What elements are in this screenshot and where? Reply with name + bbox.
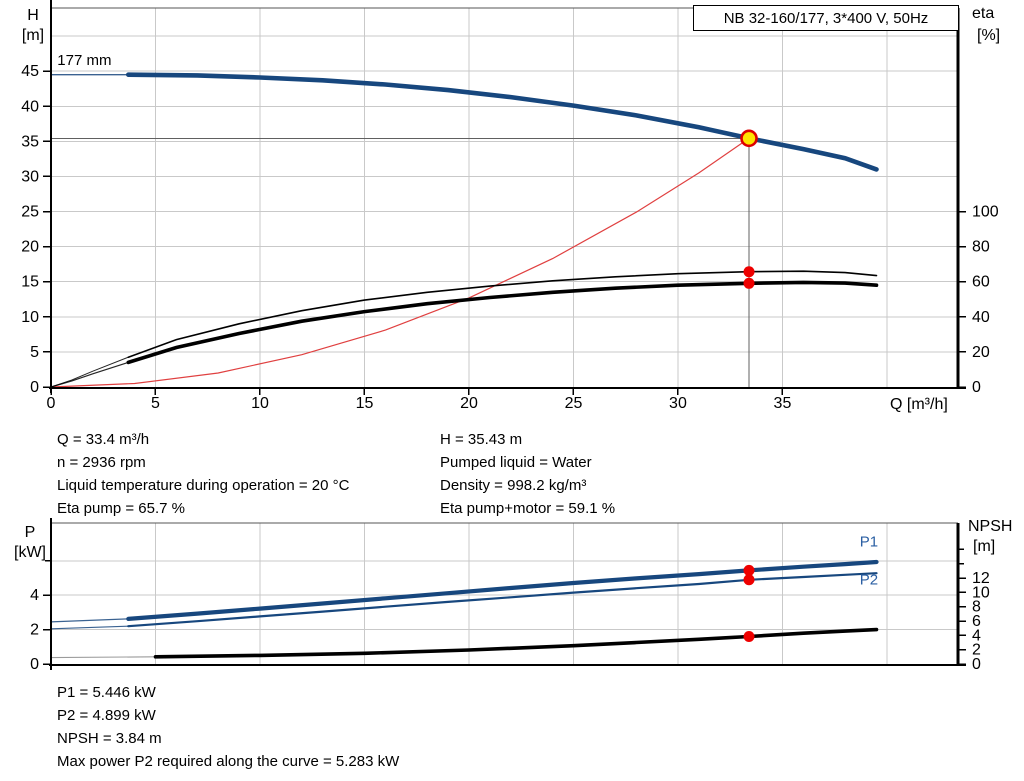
left-axis-title: H bbox=[27, 7, 39, 24]
left-tick-label: 15 bbox=[21, 274, 39, 291]
annotation-head: H = 35.43 m bbox=[440, 431, 523, 448]
x-tick-label: 15 bbox=[356, 395, 374, 412]
right-axis-title: NPSH bbox=[968, 518, 1012, 535]
annotation-speed: n = 2936 rpm bbox=[57, 454, 146, 471]
left-tick-label: 35 bbox=[21, 133, 39, 150]
p2-curve-label: P2 bbox=[860, 571, 878, 588]
x-tick-label: 25 bbox=[565, 395, 583, 412]
right-tick-label: 10 bbox=[972, 584, 990, 601]
left-tick-label: 40 bbox=[21, 98, 39, 115]
npsh-curve-lead bbox=[50, 656, 156, 659]
right-tick-label: 8 bbox=[972, 599, 981, 616]
head-curve-177mm bbox=[126, 72, 879, 172]
left-tick-label: 30 bbox=[21, 168, 39, 185]
annotation-density: Density = 998.2 kg/m³ bbox=[440, 477, 587, 494]
right-axis-title-unit: [%] bbox=[977, 27, 1000, 44]
eta-pump-motor-point bbox=[743, 277, 755, 289]
x-tick-label: 20 bbox=[460, 395, 478, 412]
eta-pump-curve-lead bbox=[50, 356, 129, 388]
left-axis-title-unit: [kW] bbox=[14, 544, 46, 561]
annotation-pumped-liquid: Pumped liquid = Water bbox=[440, 454, 592, 471]
system-curve bbox=[50, 137, 750, 388]
x-tick-label: 30 bbox=[669, 395, 687, 412]
annotation-eta-pump: Eta pump = 65.7 % bbox=[57, 500, 185, 517]
annotation-q: Q = 33.4 m³/h bbox=[57, 431, 150, 448]
left-tick-label: 2 bbox=[30, 622, 39, 639]
right-tick-label: 4 bbox=[972, 627, 981, 644]
x-tick-label: 10 bbox=[251, 395, 269, 412]
x-axis-title: Q [m³/h] bbox=[890, 396, 948, 413]
left-axis-title-unit: [m] bbox=[22, 27, 44, 44]
annotation-eta-pump-motor: Eta pump+motor = 59.1 % bbox=[440, 500, 616, 517]
eta-pump-motor-curve-lead bbox=[50, 361, 129, 388]
x-tick-label: 5 bbox=[151, 395, 160, 412]
x-tick-label: 0 bbox=[47, 395, 56, 412]
left-axis-title: P bbox=[25, 524, 36, 541]
npsh-curve bbox=[153, 627, 879, 659]
pump-model-title-box: NB 32-160/177, 3*400 V, 50Hz bbox=[693, 5, 959, 31]
left-tick-label: 25 bbox=[21, 204, 39, 221]
duty-annotations-right: H = 35.43 m Pumped liquid = Water Densit… bbox=[440, 428, 615, 520]
left-tick-label: 4 bbox=[30, 587, 39, 604]
duty-point[interactable] bbox=[740, 129, 758, 148]
p1-point bbox=[743, 564, 755, 576]
p1-curve-label: P1 bbox=[860, 534, 878, 551]
right-tick-label: 40 bbox=[972, 309, 990, 326]
right-tick-label: 12 bbox=[972, 570, 990, 587]
right-tick-label: 80 bbox=[972, 239, 990, 256]
p2-curve-lead bbox=[50, 625, 129, 630]
annotation-liquid-temperature: Liquid temperature during operation = 20… bbox=[57, 477, 350, 494]
annotation-max-power-p2: Max power P2 required along the curve = … bbox=[57, 753, 400, 770]
left-tick-label: 5 bbox=[30, 344, 39, 361]
right-tick-label: 0 bbox=[972, 656, 981, 673]
right-axis-title-unit: [m] bbox=[973, 538, 995, 555]
right-tick-label: 20 bbox=[972, 344, 990, 361]
annotation-p1: P1 = 5.446 kW bbox=[57, 684, 156, 701]
right-tick-label: 60 bbox=[972, 274, 990, 291]
annotation-npsh: NPSH = 3.84 m bbox=[57, 730, 162, 747]
left-tick-label: 20 bbox=[21, 239, 39, 256]
eta-pump-curve bbox=[127, 270, 878, 358]
right-tick-label: 2 bbox=[972, 642, 981, 659]
p2-point bbox=[743, 574, 755, 586]
pump-model-title: NB 32-160/177, 3*400 V, 50Hz bbox=[723, 9, 929, 27]
right-tick-label: 0 bbox=[972, 379, 981, 396]
annotation-p2: P2 = 4.899 kW bbox=[57, 707, 156, 724]
left-tick-label: 10 bbox=[21, 309, 39, 326]
npsh-point bbox=[743, 631, 755, 643]
eta-pump-point bbox=[743, 266, 755, 278]
left-tick-label: 0 bbox=[30, 379, 39, 396]
p1-curve-lead bbox=[50, 618, 129, 623]
power-annotations: P1 = 5.446 kW P2 = 4.899 kW NPSH = 3.84 … bbox=[57, 681, 399, 773]
p2-curve bbox=[127, 572, 878, 628]
x-tick-label: 35 bbox=[774, 395, 792, 412]
left-tick-label: 45 bbox=[21, 63, 39, 80]
left-tick-label: 0 bbox=[30, 656, 39, 673]
right-tick-label: 100 bbox=[972, 204, 999, 221]
right-tick-label: 6 bbox=[972, 613, 981, 630]
impeller-size-label: 177 mm bbox=[57, 52, 111, 69]
duty-annotations-left: Q = 33.4 m³/h n = 2936 rpm Liquid temper… bbox=[57, 428, 349, 520]
p1-curve bbox=[126, 559, 879, 621]
eta-pump-motor-curve bbox=[126, 280, 879, 365]
right-axis-title: eta bbox=[972, 5, 994, 22]
